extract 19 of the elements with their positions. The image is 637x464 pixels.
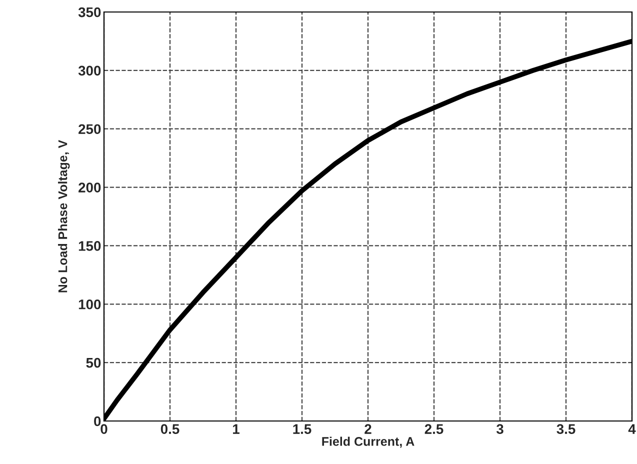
x-tick-label: 0 xyxy=(100,424,108,434)
x-tick-label: 2 xyxy=(364,424,372,434)
y-tick-label: 50 xyxy=(86,358,101,368)
x-tick-label: 1.5 xyxy=(293,424,312,434)
y-tick-label: 100 xyxy=(78,299,101,310)
y-tick-label: 250 xyxy=(78,124,101,134)
x-tick-label: 2.5 xyxy=(424,424,444,434)
x-axis-title: Field Current, A xyxy=(322,436,414,448)
y-tick-label: 300 xyxy=(78,66,101,76)
y-axis-title: No Load Phase Voltage, V xyxy=(58,140,70,292)
y-tick-label: 350 xyxy=(78,7,101,18)
x-tick-label: 1 xyxy=(233,424,240,434)
y-tick-label: 150 xyxy=(78,241,101,251)
x-tick-label: 0.5 xyxy=(160,424,180,434)
x-tick-label: 3 xyxy=(496,424,504,434)
y-tick-label: 200 xyxy=(78,182,101,192)
y-tick-label: 0 xyxy=(94,416,101,426)
x-tick-label: 4 xyxy=(628,424,636,434)
x-tick-label: 3.5 xyxy=(556,424,576,434)
